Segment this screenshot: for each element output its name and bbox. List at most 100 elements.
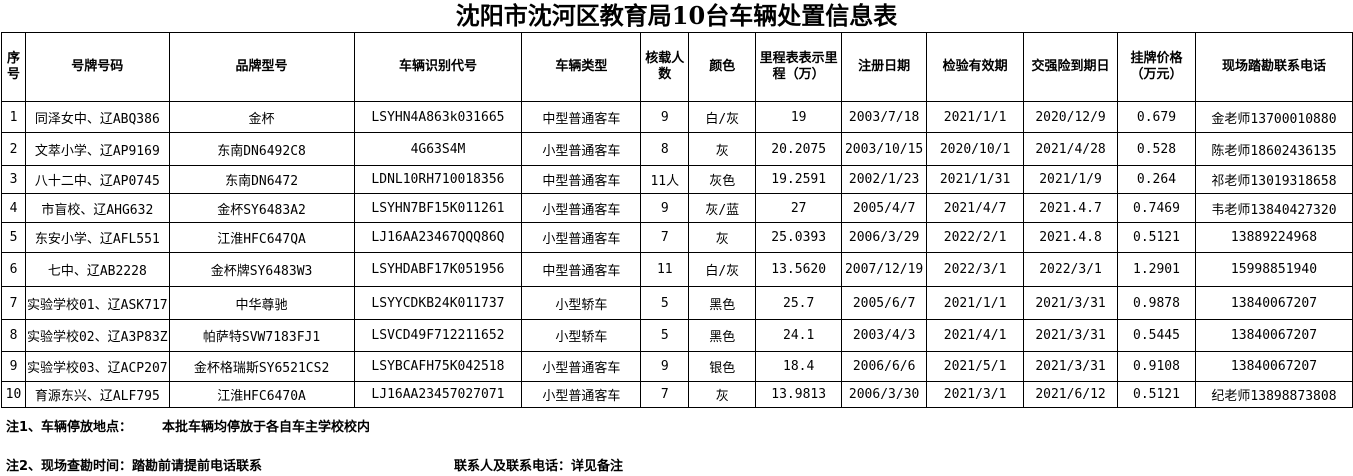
table-cell: 育源东兴、辽ALF795: [24, 381, 170, 408]
table-cell: 2020/10/1: [926, 132, 1025, 166]
table-cell: 实验学校01、辽ASK717: [24, 286, 170, 320]
table-cell: 金杯SY6483A2: [168, 193, 355, 223]
table-cell: 2021/4/7: [926, 193, 1025, 223]
table-cell: 2022/3/1: [926, 252, 1025, 287]
table-cell: 8: [640, 132, 690, 166]
note-2-contact: 联系人及联系电话：详见备注: [454, 459, 624, 474]
table-cell: 2021.4.7: [1023, 193, 1119, 223]
table-cell: 0.5445: [1117, 319, 1196, 352]
table-cell: 东安小学、辽AFL551: [24, 222, 170, 253]
table-cell: 东南DN6492C8: [168, 132, 355, 166]
table-cell: 0.9878: [1117, 286, 1196, 320]
table-cell: 2021/1/1: [926, 286, 1025, 320]
table-cell: LSVCD49F712211652: [353, 319, 523, 352]
table-cell: 文萃小学、辽AP9169: [24, 132, 170, 166]
table-cell: 灰/蓝: [688, 193, 757, 223]
table-cell: 2021/3/1: [926, 381, 1025, 408]
table-cell: 4: [1, 193, 26, 223]
table-cell: 2021/1/31: [926, 165, 1025, 194]
table-cell: 1: [1, 101, 26, 133]
table-cell: 13.5620: [755, 252, 843, 287]
table-cell: 2021/6/12: [1023, 381, 1119, 408]
table-cell: 9: [640, 101, 690, 133]
table-cell: 小型普通客车: [521, 193, 642, 223]
table-cell: LSYBCAFH75K042518: [353, 351, 523, 382]
table-cell: 18.4: [755, 351, 843, 382]
table-cell: LJ16AA23467QQQ86Q: [353, 222, 523, 253]
table-cell: 2003/4/3: [841, 319, 928, 352]
table-cell: 2021/4/1: [926, 319, 1025, 352]
table-cell: 2006/6/6: [841, 351, 928, 382]
table-cell: 小型普通客车: [521, 132, 642, 166]
table-cell: 小型轿车: [521, 286, 642, 320]
table-cell: 纪老师13898873808: [1194, 381, 1353, 408]
table-cell: 市盲校、辽AHG632: [24, 193, 170, 223]
column-header: 品牌型号: [168, 32, 355, 102]
table-cell: 9: [640, 351, 690, 382]
table-cell: 灰: [688, 381, 757, 408]
column-header: 检验有效期: [926, 32, 1025, 102]
table-cell: 黑色: [688, 286, 757, 320]
table-row: 4 市盲校、辽AHG632 金杯SY6483A2 LSYHN7BF15K011261 小…: [1, 193, 1353, 223]
table-cell: 7: [1, 286, 26, 320]
column-header: 挂牌价格（万元）: [1117, 32, 1196, 102]
table-cell: 金老师13700010880: [1194, 101, 1353, 133]
table-cell: 黑色: [688, 319, 757, 352]
table-cell: LSYYCDKB24K011737: [353, 286, 523, 320]
table-cell: 11人: [640, 165, 690, 194]
table-cell: 金杯格瑞斯SY6521CS2: [168, 351, 355, 382]
column-header: 里程表表示里程（万）: [755, 32, 843, 102]
table-cell: 银色: [688, 351, 757, 382]
table-cell: 2003/10/15: [841, 132, 928, 166]
table-cell: 2021/5/1: [926, 351, 1025, 382]
table-cell: 13840067207: [1194, 286, 1353, 320]
table-cell: 2005/4/7: [841, 193, 928, 223]
table-cell: 10: [1, 381, 26, 408]
table-cell: 中型普通客车: [521, 252, 642, 287]
table-cell: 27: [755, 193, 843, 223]
table-cell: 0.528: [1117, 132, 1196, 166]
table-cell: 5: [1, 222, 26, 253]
table-cell: 2021.4.8: [1023, 222, 1119, 253]
column-header: 号牌号码: [24, 32, 170, 102]
table-cell: 2021/3/31: [1023, 286, 1119, 320]
table-cell: 2021/3/31: [1023, 351, 1119, 382]
table-row: 8 实验学校02、辽A3P83Z 帕萨特SVW7183FJ1 LSVCD49F7122…: [1, 319, 1353, 352]
table-cell: 0.9108: [1117, 351, 1196, 382]
table-cell: 2005/6/7: [841, 286, 928, 320]
table-cell: 9: [1, 351, 26, 382]
table-cell: 2022/3/1: [1023, 252, 1119, 287]
table-cell: 中华尊驰: [168, 286, 355, 320]
table-cell: 灰: [688, 132, 757, 166]
table-cell: 2: [1, 132, 26, 166]
table-cell: LSYHN7BF15K011261: [353, 193, 523, 223]
table-cell: 7: [640, 381, 690, 408]
table-row: 6 七中、辽AB2228 金杯牌SY6483W3 LSYHDABF17K051956 中…: [1, 252, 1353, 287]
column-header: 注册日期: [841, 32, 928, 102]
table-row: 1 同泽女中、辽ABQ386 金杯 LSYHN4A863k031665 中型普通客车 9 白…: [1, 101, 1353, 133]
note-1: 注1、车辆停放地点： 本批车辆均停放于各自车主学校校内: [6, 416, 370, 435]
column-header: 核载人数: [640, 32, 690, 102]
table-cell: 13889224968: [1194, 222, 1353, 253]
table-cell: 7: [640, 222, 690, 253]
table-cell: 6: [1, 252, 26, 287]
header-row: 序号 号牌号码 品牌型号 车辆识别代号 车辆类型 核载人数 颜色 里程表表示里程（万） 注册日期…: [1, 32, 1353, 102]
table-row: 5 东安小学、辽AFL551 江淮HFC647QA LJ16AA23467QQQ86Q…: [1, 222, 1353, 253]
table-cell: 灰: [688, 222, 757, 253]
note-1-label: 注1、车辆停放地点：: [6, 420, 133, 435]
table-cell: 2021/4/28: [1023, 132, 1119, 166]
table-cell: 中型普通客车: [521, 165, 642, 194]
table-cell: 8: [1, 319, 26, 352]
table-cell: LDNL10RH710018356: [353, 165, 523, 194]
note-2-label: 注2、现场查勘时间：踏勘前请提前电话联系: [6, 459, 263, 474]
table-cell: 3: [1, 165, 26, 194]
table-cell: 20.2075: [755, 132, 843, 166]
table-cell: 11: [640, 252, 690, 287]
table-cell: 白/灰: [688, 101, 757, 133]
table-cell: 中型普通客车: [521, 101, 642, 133]
table-cell: 东南DN6472: [168, 165, 355, 194]
table-cell: 帕萨特SVW7183FJ1: [168, 319, 355, 352]
column-header: 交强险到期日: [1023, 32, 1119, 102]
table-cell: 2021/1/1: [926, 101, 1025, 133]
